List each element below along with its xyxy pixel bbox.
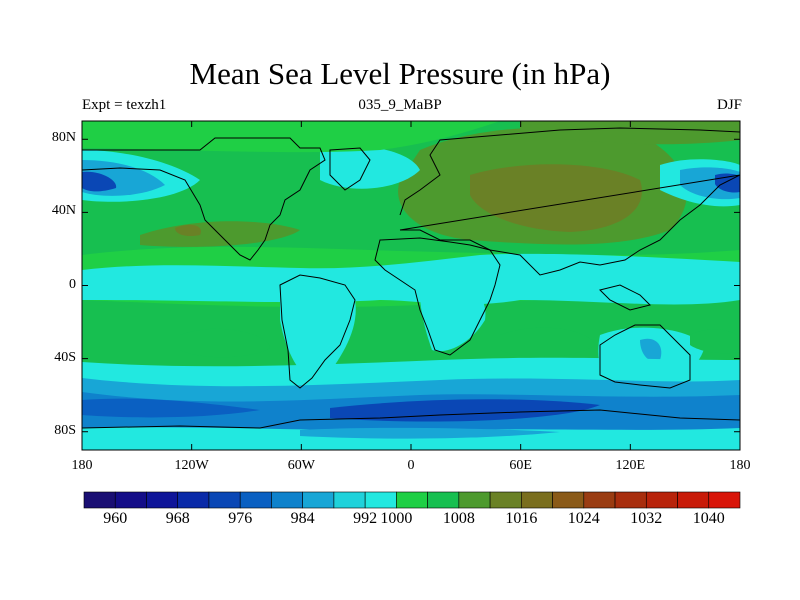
colorbar-swatch: [114, 491, 147, 509]
field-arctic-high: [520, 121, 740, 145]
coast-africa: [374, 237, 501, 356]
colorbar-tick-label: 1000: [380, 510, 413, 527]
colorbar-tick-label: 968: [165, 510, 190, 527]
colorbar: [83, 491, 741, 509]
y-tick-label: 0: [69, 276, 76, 292]
x-tick-label: 0: [407, 458, 415, 473]
field-south-high-1: [180, 328, 270, 358]
colorbar-swatch: [364, 491, 397, 509]
field-australia-core: [640, 338, 662, 362]
colorbar-swatch: [614, 491, 647, 509]
colorbar-swatch: [427, 491, 460, 509]
plot-title: Mean Sea Level Pressure (in hPa): [189, 56, 611, 91]
experiment-label: Expt = texzh1: [82, 97, 167, 113]
coast-greenland: [329, 147, 371, 191]
field-icelandic-low: [320, 146, 420, 189]
colorbar-swatch: [489, 491, 522, 509]
colorbar-tick-label: 1016: [505, 510, 538, 527]
colorbar-swatch: [552, 491, 585, 509]
field-samerica-low: [280, 277, 356, 385]
colorbar-tick-label: 960: [103, 510, 128, 527]
season-label: DJF: [716, 97, 742, 113]
coast-australia: [599, 324, 691, 389]
x-tick-label: 120W: [174, 458, 209, 473]
x-tick-label: 60W: [287, 458, 315, 473]
colorbar-swatch: [239, 491, 272, 509]
coast-north-america: [82, 137, 326, 261]
y-tick-label: 40S: [54, 349, 76, 365]
field-northern-green-band: [82, 121, 500, 153]
colorbar-tick-label: 1032: [630, 510, 663, 527]
coast-eurasia: [399, 127, 740, 276]
axis-ticks: [81, 121, 741, 450]
colorbar-tick-label: 1008: [442, 510, 475, 527]
x-tick-label: 120E: [615, 458, 646, 473]
colorbar-tick-label: 992: [353, 510, 378, 527]
field-south-high-3: [690, 329, 740, 354]
x-tick-label: 60E: [509, 458, 532, 473]
pressure-field: [82, 121, 740, 450]
x-tick-label: 180: [71, 458, 93, 473]
coast-antarctica: [82, 409, 740, 429]
y-tick-label: 40N: [51, 203, 76, 219]
field-siberian-core: [470, 164, 642, 232]
colorbar-swatch: [302, 491, 335, 509]
field-africa-low: [419, 276, 486, 352]
x-tick-label: 180: [729, 458, 751, 473]
colorbar-swatch: [333, 491, 366, 509]
colorbar-swatch: [708, 491, 741, 509]
coast-south-america: [279, 274, 356, 389]
colorbar-swatch: [396, 491, 428, 509]
colorbar-swatch: [146, 491, 179, 509]
coast-maritime-continent: [599, 284, 651, 311]
field-azores-core: [175, 224, 201, 237]
colorbar-tick-label: 1024: [567, 510, 600, 527]
colorbar-swatch: [458, 491, 491, 509]
colorbar-swatch: [177, 491, 210, 509]
colorbar-swatch: [83, 491, 116, 509]
coastlines: [82, 127, 740, 429]
colorbar-swatch: [271, 491, 303, 509]
colorbar-tick-label: 976: [228, 510, 253, 527]
field-band-1000-cyan: [82, 253, 740, 305]
colorbar-tick-label: 1040: [692, 510, 725, 527]
colorbar-tick-label: 984: [290, 510, 315, 527]
colorbar-swatch: [677, 491, 710, 509]
y-tick-label: 80N: [51, 130, 76, 146]
colorbar-swatch: [645, 491, 678, 509]
period-label: 035_9_MaBP: [358, 97, 442, 113]
field-aleutian-core: [82, 171, 117, 192]
field-south-high-2: [500, 327, 595, 357]
y-tick-label: 80S: [54, 422, 76, 438]
colorbar-swatch: [583, 491, 616, 509]
colorbar-swatch: [208, 491, 241, 509]
field-antarctica-core: [300, 427, 560, 439]
field-southern-tail: [82, 398, 260, 418]
colorbar-swatch: [521, 491, 553, 509]
field-southern-core-968: [330, 399, 600, 422]
